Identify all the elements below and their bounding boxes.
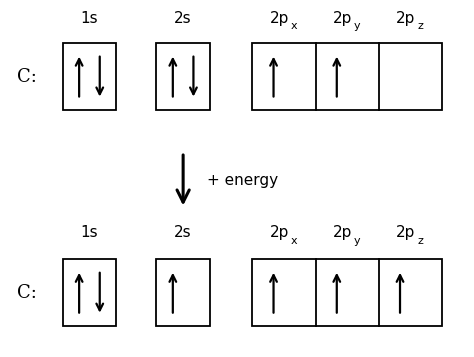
Text: 2p: 2p — [396, 226, 415, 241]
Bar — [63, 43, 117, 110]
Text: 2p: 2p — [270, 226, 289, 241]
Bar — [156, 43, 210, 110]
Text: 2s: 2s — [174, 226, 192, 241]
Text: y: y — [354, 21, 361, 31]
Bar — [63, 259, 117, 326]
Text: 2p: 2p — [270, 11, 289, 26]
Text: 2p: 2p — [333, 11, 352, 26]
Text: z: z — [418, 236, 424, 246]
Text: 1s: 1s — [81, 11, 98, 26]
Text: x: x — [291, 236, 298, 246]
Text: z: z — [418, 21, 424, 31]
Text: y: y — [354, 236, 361, 246]
Bar — [253, 259, 442, 326]
Text: x: x — [291, 21, 298, 31]
Bar — [253, 43, 442, 110]
Bar — [156, 259, 210, 326]
Text: C:: C: — [17, 284, 36, 302]
Text: 1s: 1s — [81, 226, 98, 241]
Text: 2s: 2s — [174, 11, 192, 26]
Text: C:: C: — [17, 67, 36, 86]
Text: 2p: 2p — [333, 226, 352, 241]
Text: 2p: 2p — [396, 11, 415, 26]
Text: + energy: + energy — [207, 173, 278, 188]
